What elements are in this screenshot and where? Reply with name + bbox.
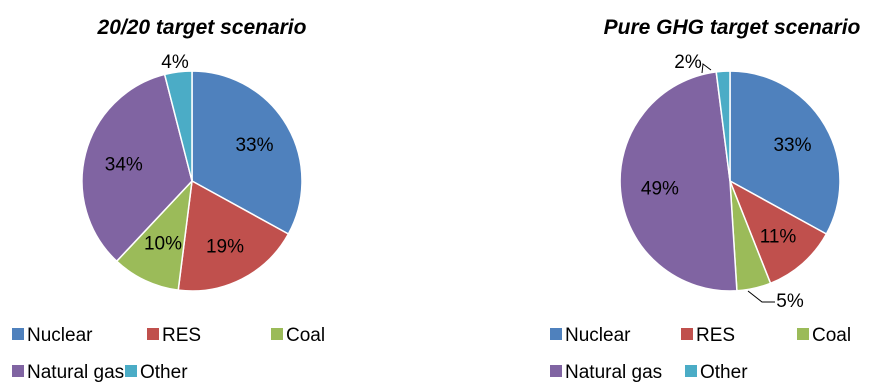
legend-label: Natural gas [565, 362, 662, 383]
data-label-res: 19% [206, 237, 244, 258]
legend-item-other: Other [685, 362, 748, 383]
legend-item-coal: Coal [271, 325, 325, 346]
pie-slice-natural-gas [81, 73, 193, 263]
chart-2-pie [619, 70, 841, 292]
data-label-coal: 5% [776, 291, 804, 312]
legend-item-nuclear: Nuclear [550, 325, 631, 346]
chart-2-data-labels: 33% 11% 5% 49% 2% [641, 52, 812, 312]
legend-label: Coal [812, 325, 851, 346]
data-label-res: 11% [760, 227, 797, 248]
pie-slice-natural-gas [619, 71, 738, 292]
legend-label: Natural gas [27, 362, 124, 383]
legend-item-coal: Coal [797, 325, 851, 346]
legend-label: Nuclear [565, 325, 631, 346]
legend-swatch [797, 328, 809, 340]
pie-slice-res [728, 179, 828, 285]
legend-label: Coal [286, 325, 325, 346]
legend-swatch [681, 328, 693, 340]
data-label-nuclear: 33% [235, 135, 273, 156]
chart-1-pie [81, 70, 303, 292]
pie-slice-res [177, 179, 290, 292]
legend-label: Other [700, 362, 748, 383]
legend-swatch [550, 365, 562, 377]
legend-item-natural-gas: Natural gas [550, 362, 662, 383]
legend-swatch [147, 328, 159, 340]
legend-label: RES [162, 325, 201, 346]
legend-swatch [12, 365, 24, 377]
legend-label: Nuclear [27, 325, 93, 346]
legend-swatch [12, 328, 24, 340]
chart-2-legend: Nuclear RES Coal Natural gas Other [550, 325, 851, 383]
pie-slice-nuclear [729, 70, 841, 236]
chart-1-legend: Nuclear RES Coal Natural gas Other [12, 325, 325, 383]
chart-2-leader-lines [701, 63, 775, 303]
data-label-other: 2% [674, 52, 702, 73]
pie-slice-other [163, 70, 193, 182]
legend-item-nuclear: Nuclear [12, 325, 93, 346]
chart-1: 20/20 target scenario 33% 19% 10% 34% 4% Nuc… [12, 16, 325, 383]
data-label-natural-gas: 49% [641, 179, 679, 200]
data-label-coal: 10% [144, 234, 182, 255]
chart-1-data-labels: 33% 19% 10% 34% 4% [105, 52, 274, 258]
legend-label: Other [140, 362, 188, 383]
pie-slice-other [715, 70, 731, 182]
data-label-other: 4% [161, 52, 189, 73]
data-label-nuclear: 33% [773, 135, 811, 156]
legend-swatch [685, 365, 697, 377]
legend-swatch [550, 328, 562, 340]
legend-swatch [271, 328, 283, 340]
legend-item-res: RES [147, 325, 201, 346]
pie-slice-nuclear [191, 70, 303, 236]
leader-line-other [701, 63, 712, 74]
legend-item-other: Other [125, 362, 188, 383]
chart-1-title: 20/20 target scenario [97, 16, 307, 39]
data-label-natural-gas: 34% [105, 155, 143, 176]
legend-swatch [125, 365, 137, 377]
legend-item-natural-gas: Natural gas [12, 362, 124, 383]
chart-2-title: Pure GHG target scenario [604, 16, 861, 39]
legend-item-res: RES [681, 325, 735, 346]
leader-line-coal [747, 290, 775, 303]
legend-label: RES [696, 325, 735, 346]
chart-2: Pure GHG target scenario 33% 11% 5% 49% 2% N… [550, 16, 861, 383]
